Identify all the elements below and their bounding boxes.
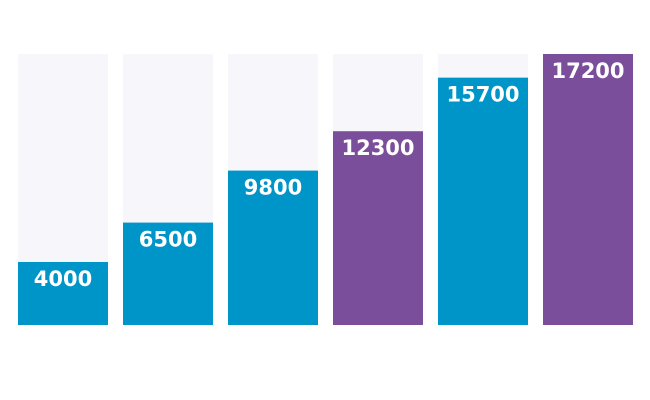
bar-value-label: 17200	[551, 59, 624, 83]
bar-value-label: 4000	[34, 267, 92, 291]
bar	[543, 54, 633, 325]
bar-tracks	[18, 54, 633, 325]
bars	[18, 54, 633, 325]
bar-labels: 4000 6500 9800 12300 15700 17200	[34, 59, 625, 291]
bar	[333, 131, 423, 325]
bar-value-label: 15700	[446, 83, 519, 107]
bar-value-label: 12300	[341, 136, 414, 160]
bar-value-label: 6500	[139, 228, 197, 252]
bar	[18, 261, 108, 325]
bar	[438, 77, 528, 325]
bar-value-label: 9800	[244, 176, 302, 200]
bar	[228, 170, 318, 325]
bar	[123, 222, 213, 325]
